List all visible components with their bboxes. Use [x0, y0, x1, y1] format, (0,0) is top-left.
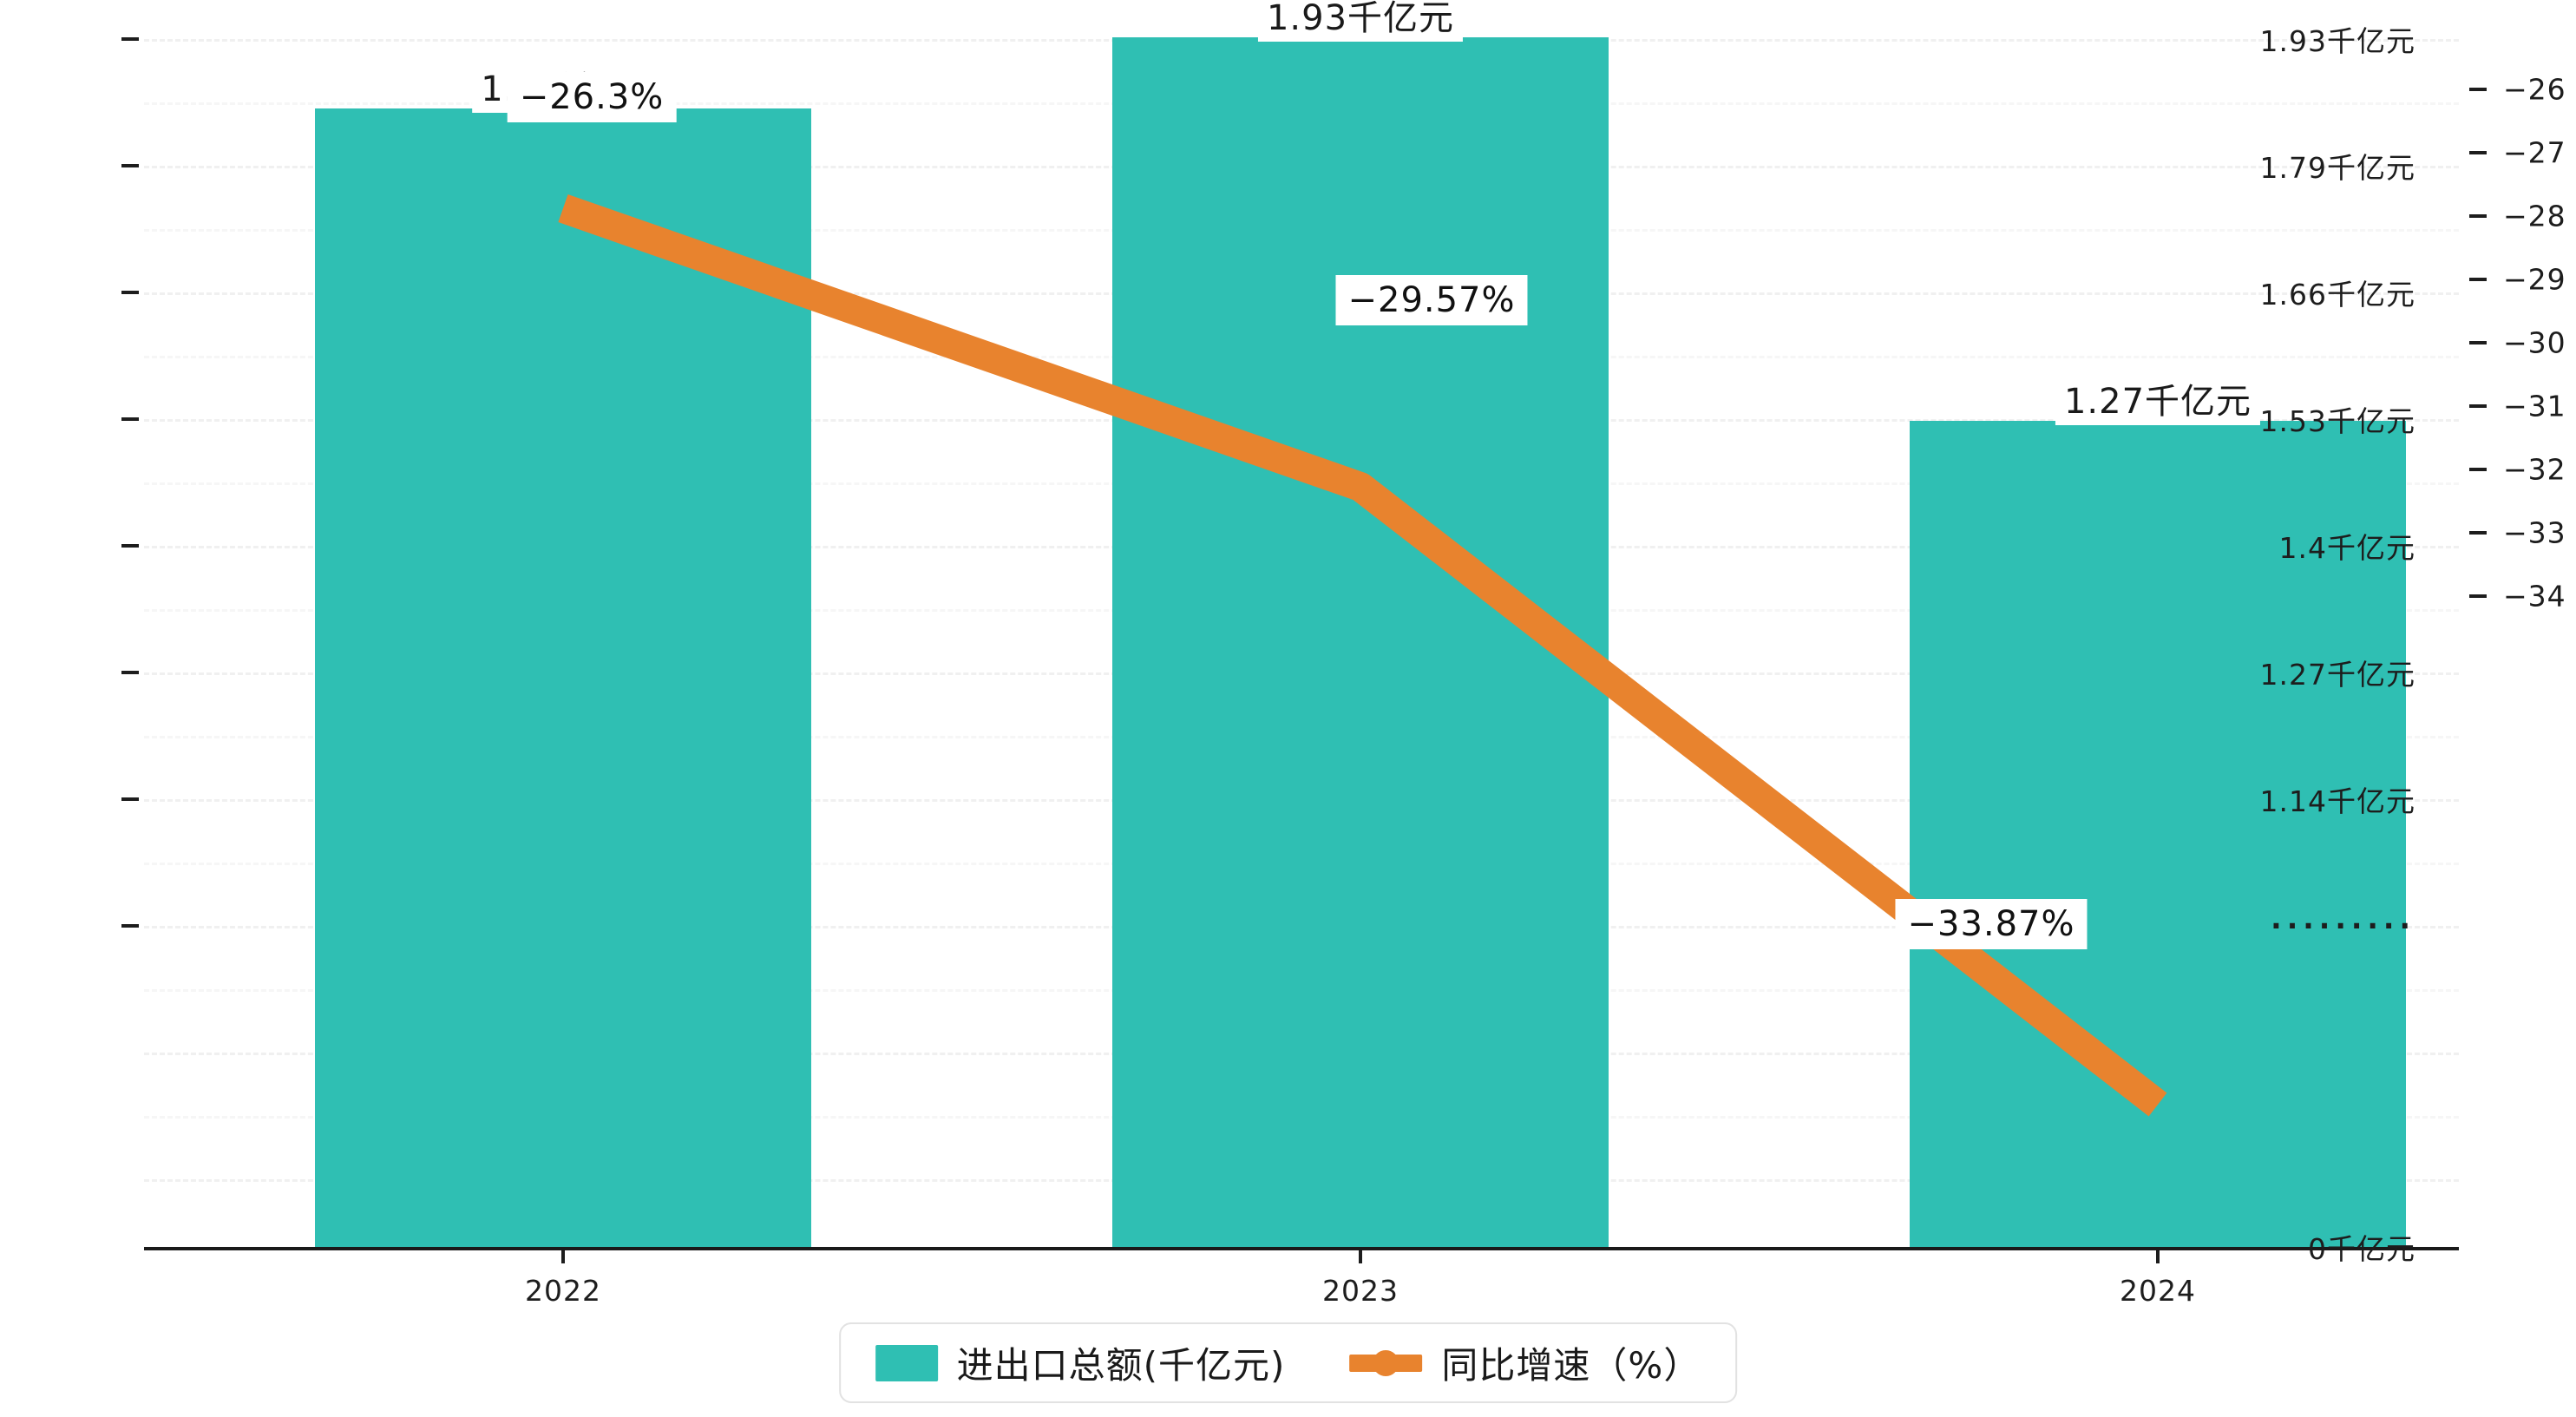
ytick-mark-left-7 — [121, 164, 139, 167]
ytick-mark-left-8 — [121, 37, 139, 41]
ytick-label-right-8: −34 — [2503, 579, 2566, 613]
plot-area: 2022 2023 2024 1.8千亿元 1.93千亿元 1.27千亿元 −2… — [144, 0, 2459, 1308]
ytick-label-left-4: 1.4千亿元 — [2278, 531, 2415, 565]
ytick-label-left-2: 1.14千亿元 — [2259, 784, 2415, 818]
legend-line-dot-icon — [1349, 1345, 1423, 1381]
xtick-2024 — [2156, 1248, 2160, 1263]
ytick-mark-left-1 — [121, 924, 139, 928]
legend-square-icon — [875, 1344, 938, 1381]
ytick-label-left-0: 0千亿元 — [2308, 1232, 2415, 1266]
ytick-mark-left-6 — [121, 291, 139, 294]
xtick-2022 — [561, 1248, 565, 1263]
ytick-mark-left-2 — [121, 797, 139, 801]
ytick-mark-right-8 — [2469, 594, 2487, 598]
ytick-mark-left-5 — [121, 417, 139, 421]
bar-value-label-2023: 1.93千亿元 — [1257, 0, 1464, 42]
legend-label-line: 同比增速（%） — [1441, 1344, 1701, 1387]
line-value-label-2022: −26.3% — [507, 72, 677, 122]
legend-label-bar: 进出口总额(千亿元) — [956, 1344, 1286, 1387]
ytick-label-left-3: 1.27千亿元 — [2259, 658, 2415, 692]
ytick-mark-right-6 — [2469, 468, 2487, 471]
bar-2022[interactable] — [315, 108, 811, 1248]
ytick-label-left-7: 1.79千亿元 — [2259, 151, 2415, 185]
line-value-label-2023: −29.57% — [1335, 275, 1528, 325]
ytick-label-right-4: −30 — [2503, 325, 2566, 360]
bar-2023[interactable] — [1112, 37, 1609, 1248]
ytick-mark-right-2 — [2469, 214, 2487, 218]
ytick-mark-right-3 — [2469, 278, 2487, 281]
ytick-mark-right-7 — [2469, 531, 2487, 535]
xaxis-label-2023: 2023 — [1322, 1274, 1399, 1308]
line-value-label-2024: −33.87% — [1895, 899, 2088, 949]
ytick-mark-right-0 — [2469, 88, 2487, 91]
legend-item-line[interactable]: 同比增速（%） — [1349, 1336, 1701, 1389]
ytick-label-right-2: −28 — [2503, 199, 2566, 233]
ytick-label-right-7: −33 — [2503, 515, 2566, 550]
ytick-label-left-5: 1.53千亿元 — [2259, 404, 2415, 438]
ytick-label-right-5: −31 — [2503, 389, 2566, 423]
legend-item-bar[interactable]: 进出口总额(千亿元) — [875, 1336, 1286, 1389]
xaxis-label-2022: 2022 — [525, 1274, 601, 1308]
ytick-label-left-1: ········· — [2271, 909, 2415, 943]
xaxis-label-2024: 2024 — [2120, 1274, 2196, 1308]
ytick-label-right-3: −29 — [2503, 262, 2566, 297]
ytick-label-right-6: −32 — [2503, 452, 2566, 487]
chart-legend: 进出口总额(千亿元) 同比增速（%） — [838, 1322, 1738, 1403]
ytick-label-right-0: −26 — [2503, 72, 2566, 107]
ytick-mark-right-4 — [2469, 341, 2487, 344]
ytick-mark-left-3 — [121, 671, 139, 674]
ytick-mark-right-5 — [2469, 404, 2487, 408]
xtick-2023 — [1359, 1248, 1362, 1263]
bar-value-label-2024: 1.27千亿元 — [2055, 371, 2261, 425]
ytick-mark-right-1 — [2469, 151, 2487, 154]
ytick-mark-left-4 — [121, 544, 139, 548]
x-axis-line — [144, 1247, 2459, 1250]
ytick-label-left-8: 1.93千亿元 — [2259, 24, 2415, 58]
ytick-label-right-1: −27 — [2503, 135, 2566, 170]
ytick-label-left-6: 1.66千亿元 — [2259, 278, 2415, 312]
